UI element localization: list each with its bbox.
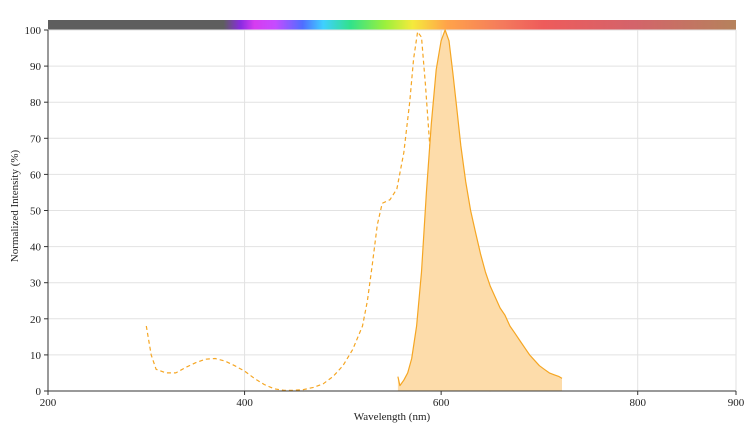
x-axis-label: Wavelength (nm) bbox=[354, 411, 431, 423]
series-1-area bbox=[397, 30, 562, 391]
x-tick-label-900: 900 bbox=[728, 397, 745, 409]
y-tick-label-90: 90 bbox=[30, 61, 42, 73]
y-tick-label-20: 20 bbox=[30, 314, 42, 326]
y-tick-label-60: 60 bbox=[30, 169, 42, 181]
x-tick-label-800: 800 bbox=[629, 397, 646, 409]
tick-labels: 200 400 600 800 900 0 10 20 30 40 50 60 70 80 90 100 bbox=[25, 25, 745, 409]
grid-lines bbox=[48, 29, 737, 391]
wavelength-color-bar bbox=[48, 20, 736, 30]
x-tick-label-400: 400 bbox=[236, 397, 253, 409]
y-tick-label-0: 0 bbox=[36, 386, 42, 398]
x-tick-label-600: 600 bbox=[433, 397, 450, 409]
series-layer bbox=[145, 29, 563, 392]
y-tick-label-80: 80 bbox=[30, 97, 42, 109]
y-tick-label-30: 30 bbox=[30, 278, 42, 290]
y-tick-label-40: 40 bbox=[30, 242, 42, 254]
y-tick-label-10: 10 bbox=[30, 350, 42, 362]
series-1-line bbox=[397, 29, 563, 387]
x-tick-label-200: 200 bbox=[40, 397, 57, 409]
y-axis-label: Normalized Intensity (%) bbox=[9, 149, 21, 262]
y-tick-label-100: 100 bbox=[25, 25, 42, 37]
series-0-line bbox=[145, 31, 491, 392]
y-tick-label-70: 70 bbox=[30, 133, 42, 145]
y-tick-label-50: 50 bbox=[30, 206, 42, 218]
